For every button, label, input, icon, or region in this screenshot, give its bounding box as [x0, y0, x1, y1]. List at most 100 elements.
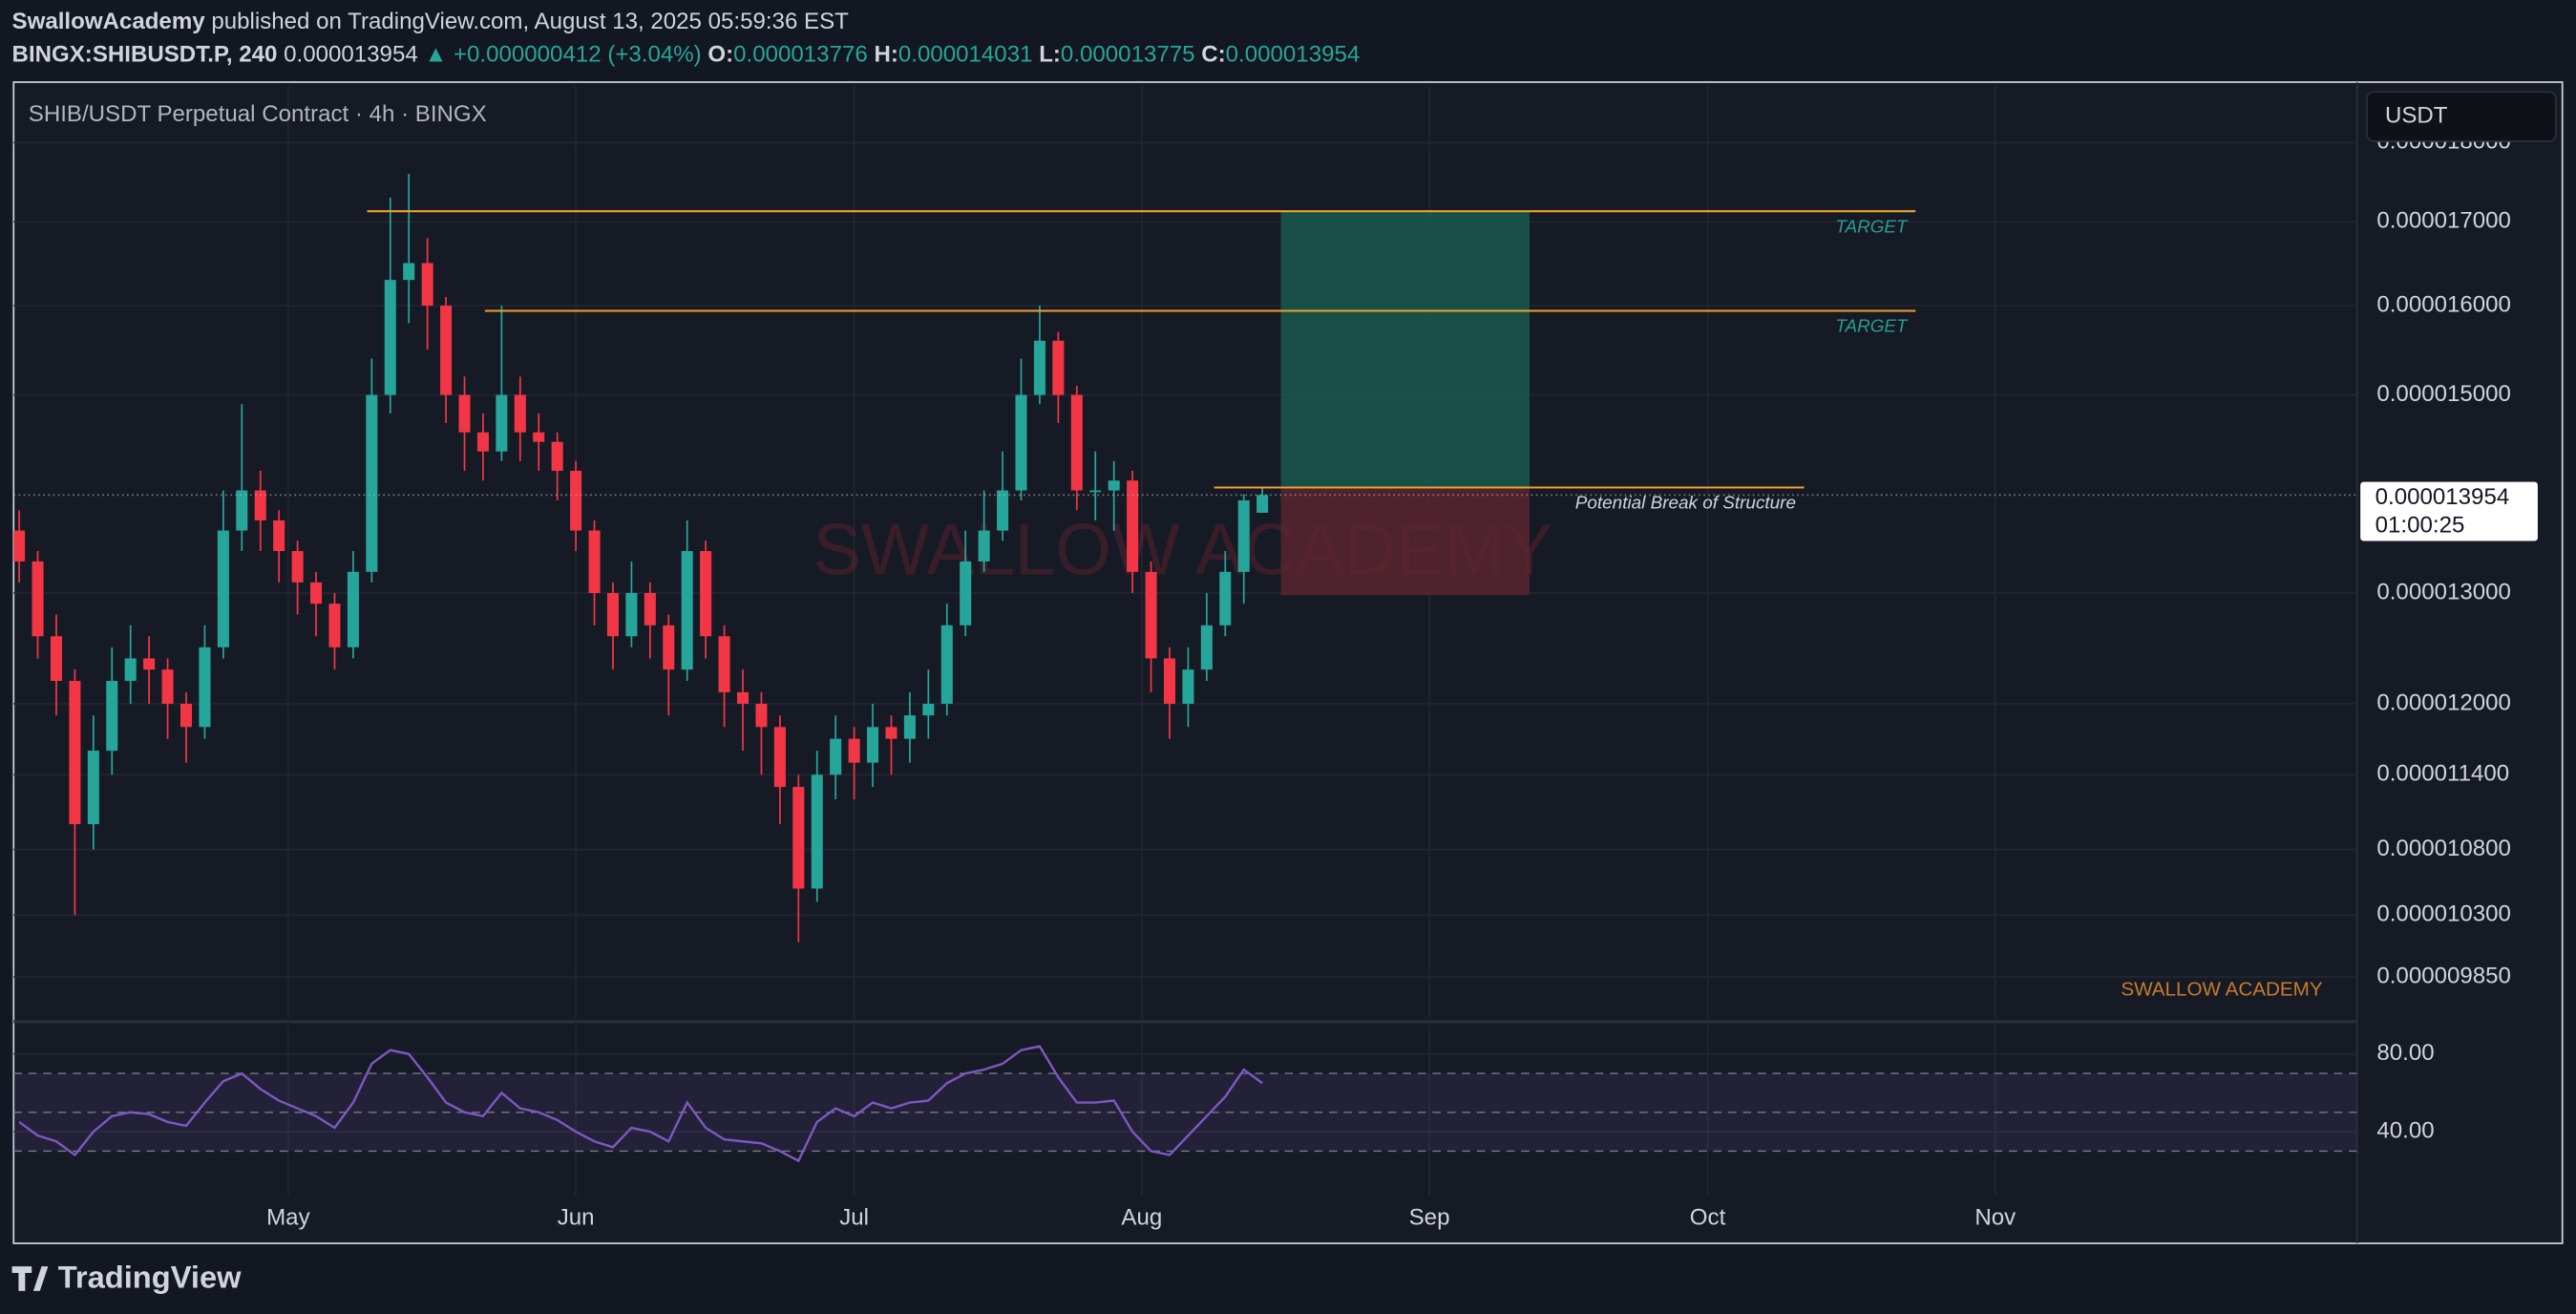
- ohlc-value: 0.000013954: [1226, 42, 1361, 68]
- candle-body: [960, 561, 972, 625]
- signature: SWALLOW ACADEMY: [2121, 979, 2322, 1001]
- candle-body: [217, 530, 229, 647]
- y-tick-label: 0.000017000: [2376, 208, 2511, 234]
- candle-body: [328, 604, 341, 647]
- last: 0.000013954: [284, 42, 418, 68]
- candle-body: [199, 646, 211, 728]
- candle-body: [476, 432, 489, 452]
- candle-body: [496, 394, 508, 452]
- candle-body: [384, 280, 396, 395]
- x-tick-label: Oct: [1690, 1205, 1726, 1231]
- x-tick-label: Jul: [839, 1205, 869, 1231]
- candle-body: [13, 530, 26, 562]
- currency-button[interactable]: [2366, 91, 2557, 142]
- published: published on TradingView.com, August 13,…: [211, 9, 849, 34]
- candle-body: [700, 551, 712, 637]
- rsi-line: [18, 1045, 1263, 1163]
- candle-body: [570, 471, 582, 531]
- candle-body: [755, 703, 768, 728]
- y-tick-label: 0.000010300: [2376, 901, 2511, 927]
- candle-body: [940, 625, 953, 704]
- candle-body: [1052, 340, 1065, 395]
- brand: TradingView: [58, 1260, 242, 1295]
- x-tick-label: May: [266, 1205, 310, 1231]
- candle-body: [403, 263, 415, 281]
- candle-body: [161, 669, 174, 704]
- candle-body: [848, 738, 860, 763]
- symbol-line: BINGX:SHIBUSDT.P, 240 0.000013954 ▲ +0.0…: [12, 42, 1361, 68]
- candle-body: [625, 592, 638, 637]
- candle-body: [736, 691, 750, 704]
- chart-title: SHIB/USDT Perpetual Contract · 4h · BING…: [29, 101, 487, 127]
- candle-body: [588, 530, 601, 593]
- last-price-label: 0.000013954: [2375, 484, 2510, 510]
- x-tick-label: Aug: [1121, 1205, 1162, 1231]
- candle-body: [69, 681, 81, 825]
- axes: MayJunJulAugSepOctNov0.0000180000.000017…: [266, 129, 2538, 1231]
- candle-body: [421, 263, 433, 307]
- x-tick-label: Jun: [558, 1205, 595, 1231]
- candle-body: [50, 636, 63, 682]
- y-tick-label: 0.000015000: [2376, 381, 2511, 407]
- candle-body: [440, 306, 453, 395]
- candle-body: [291, 551, 304, 583]
- level-label: Potential Break of Structure: [1575, 494, 1796, 514]
- candle-body: [903, 715, 916, 739]
- ohlc-value: 0.000013775: [1061, 42, 1195, 68]
- candle-body: [1145, 571, 1157, 659]
- candle-body: [978, 530, 990, 562]
- ohlc-key: C:: [1201, 42, 1225, 68]
- candle-body: [1015, 394, 1027, 491]
- candle-body: [1200, 625, 1213, 670]
- candle-body: [1219, 571, 1232, 625]
- ohlc-key: O:: [707, 42, 733, 68]
- candle-body: [1182, 669, 1194, 704]
- y-tick-label: 0.000012000: [2376, 689, 2511, 715]
- candle-body: [663, 625, 675, 670]
- candle-body: [366, 394, 378, 572]
- author: SwallowAcademy: [12, 9, 206, 34]
- candle-body: [551, 441, 563, 472]
- candle-body: [514, 394, 526, 433]
- candle-body: [1237, 499, 1250, 572]
- candle-body: [143, 658, 156, 670]
- candle-body: [32, 561, 44, 637]
- candle-body: [1163, 658, 1176, 704]
- candle-body: [1127, 480, 1139, 572]
- level-label: TARGET: [1835, 317, 1909, 337]
- candle-body: [997, 490, 1009, 531]
- candle-body: [273, 519, 285, 552]
- y-tick-label: 0.000009850: [2376, 963, 2511, 988]
- candle-body: [773, 727, 786, 788]
- candle-body: [533, 432, 545, 442]
- candle-body: [1256, 495, 1269, 513]
- candle-body: [922, 703, 935, 716]
- candle-body: [867, 727, 879, 763]
- ohlc-key: L:: [1039, 42, 1061, 68]
- y-tick-label: 0.000013000: [2376, 579, 2511, 604]
- rsi-pane: [13, 1045, 2357, 1163]
- candle-body: [1089, 490, 1102, 493]
- candle-body: [106, 681, 118, 752]
- level-label: TARGET: [1835, 217, 1909, 237]
- x-tick-label: Sep: [1409, 1205, 1450, 1231]
- y-tick-label: 0.000010800: [2376, 836, 2511, 861]
- candle-body: [792, 787, 805, 889]
- candle-body: [310, 582, 323, 604]
- currency-label[interactable]: USDT: [2385, 102, 2448, 128]
- x-tick-label: Nov: [1974, 1205, 2016, 1231]
- candle-body: [681, 551, 693, 670]
- ohlc-key: H:: [874, 42, 897, 68]
- y-tick-label: 80.00: [2376, 1040, 2434, 1066]
- last-price-box: [2360, 481, 2538, 541]
- profit-zone: [1280, 211, 1530, 488]
- candle-body: [458, 394, 471, 433]
- y-tick-label: 40.00: [2376, 1117, 2434, 1143]
- candle-body: [718, 636, 730, 692]
- change: ▲ +0.000000412 (+3.04%): [424, 42, 701, 68]
- countdown: 01:00:25: [2375, 512, 2465, 538]
- candle-body: [1108, 480, 1120, 491]
